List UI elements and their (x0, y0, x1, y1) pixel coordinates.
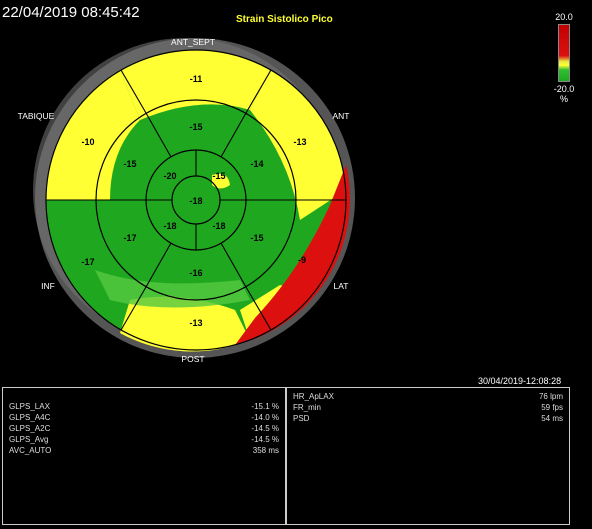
segment-mid-post: -16 (189, 268, 202, 278)
result-row: FR_min 59 fps (293, 403, 563, 413)
segment-basal-inf: -17 (81, 257, 94, 267)
scale-unit-label: % (559, 94, 568, 104)
region-yellow-post (120, 296, 250, 352)
result-value: 76 lpm (538, 392, 563, 401)
scale-color-bar (558, 24, 570, 82)
segment-mid-lat: -15 (250, 233, 263, 243)
segment-apical-ant: -15 (212, 171, 225, 181)
region-yellow-tabique (45, 70, 140, 200)
segment-basal-tabique: -10 (81, 137, 94, 147)
result-value: -14.0 % (251, 413, 279, 422)
result-row: AVC_AUTO 358 ms (9, 446, 279, 456)
segment-apical-sept: -20 (163, 171, 176, 181)
region-light-green (95, 270, 250, 308)
result-row: HR_ApLAX 76 lpm (293, 392, 563, 402)
wall-label-ant: ANT (333, 111, 350, 121)
wall-label-tabique: TABIQUE (18, 111, 55, 121)
segment-basal-post: -13 (189, 318, 202, 328)
segment-mid-ant-sept: -15 (189, 122, 202, 132)
segment-mid-ant: -14 (250, 159, 263, 169)
segment-dividers (46, 69, 346, 331)
segment-apical-inf: -18 (163, 221, 176, 231)
segment-apical-lat: -18 (212, 221, 225, 231)
region-yellow-ant (250, 70, 346, 220)
result-row: GLPS_LAX -15.1 % (9, 402, 279, 412)
result-value: 54 ms (541, 414, 563, 423)
result-label: AVC_AUTO (9, 446, 52, 455)
result-value: -15.1 % (251, 402, 279, 411)
wall-label-post: POST (181, 354, 204, 364)
segment-basal-ant-sept: -11 (190, 74, 203, 84)
results-panel-right: HR_ApLAX 76 lpm FR_min 59 fps PSD 54 ms (286, 387, 570, 525)
result-row: GLPS_Avg -14.5 % (9, 435, 279, 445)
result-label: HR_ApLAX (293, 392, 334, 401)
segment-mid-inf: -17 (123, 233, 136, 243)
result-value: -14.5 % (251, 435, 279, 444)
chart-title: Strain Sistolico Pico (236, 14, 333, 25)
result-value: -14.5 % (251, 424, 279, 433)
processed-timestamp: 30/04/2019-12:08:28 (478, 376, 562, 386)
region-yellow-apical-spot (212, 173, 230, 189)
segment-apex: -18 (189, 196, 202, 206)
wall-label-lat: LAT (334, 281, 349, 291)
result-label: FR_min (293, 403, 322, 412)
scale-max-label: 20.0 (555, 12, 573, 22)
result-row: PSD 54 ms (293, 414, 563, 424)
result-label: PSD (293, 414, 310, 423)
wall-label-inf: INF (41, 281, 55, 291)
region-yellow-ant-sept (120, 49, 270, 120)
wall-label-ant-sept: ANT_SEPT (171, 37, 215, 47)
scale-min-label: -20.0 (553, 84, 575, 94)
result-row: GLPS_A2C -14.5 % (9, 424, 279, 434)
result-value: 59 fps (541, 403, 563, 412)
acquisition-timestamp: 22/04/2019 08:45:42 (2, 4, 140, 21)
color-scale: 20.0 -20.0 % (544, 12, 584, 104)
segment-mid-tabique: -15 (123, 159, 136, 169)
region-red-lat (235, 165, 350, 345)
result-label: GLPS_Avg (9, 435, 49, 444)
result-row: GLPS_A4C -14.0 % (9, 413, 279, 423)
result-label: GLPS_A4C (9, 413, 51, 422)
segment-basal-lat: -9 (298, 255, 306, 265)
bullseye-plot: -11 -13 -9 -13 -17 -10 -15 -14 -15 -16 -… (18, 37, 355, 364)
segment-basal-ant: -13 (293, 137, 306, 147)
result-label: GLPS_A2C (9, 424, 51, 433)
result-value: 358 ms (252, 446, 279, 455)
results-panel-left: GLPS_LAX -15.1 % GLPS_A4C -14.0 % GLPS_A… (2, 387, 286, 525)
result-label: GLPS_LAX (9, 402, 50, 411)
